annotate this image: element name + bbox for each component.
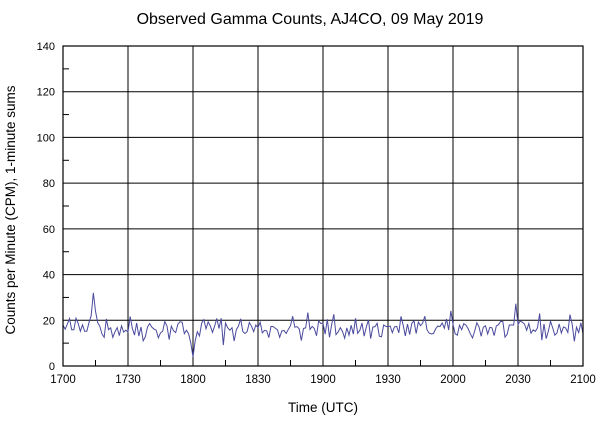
svg-text:2030: 2030 bbox=[505, 374, 531, 386]
svg-text:20: 20 bbox=[43, 315, 55, 327]
svg-text:120: 120 bbox=[37, 87, 55, 99]
svg-text:1900: 1900 bbox=[310, 374, 336, 386]
svg-text:Time (UTC): Time (UTC) bbox=[288, 400, 358, 415]
svg-text:40: 40 bbox=[43, 270, 55, 282]
svg-text:1700: 1700 bbox=[50, 374, 76, 386]
svg-text:1730: 1730 bbox=[115, 374, 141, 386]
svg-text:1800: 1800 bbox=[180, 374, 206, 386]
svg-text:Observed Gamma Counts, AJ4CO,: Observed Gamma Counts, AJ4CO, 09 May 201… bbox=[137, 11, 484, 28]
svg-text:0: 0 bbox=[49, 361, 55, 373]
svg-text:2000: 2000 bbox=[440, 374, 466, 386]
svg-text:1830: 1830 bbox=[245, 374, 271, 386]
svg-text:100: 100 bbox=[37, 132, 55, 144]
svg-text:140: 140 bbox=[37, 41, 55, 53]
svg-text:80: 80 bbox=[43, 178, 55, 190]
svg-text:2100: 2100 bbox=[570, 374, 596, 386]
svg-text:60: 60 bbox=[43, 224, 55, 236]
svg-text:1930: 1930 bbox=[375, 374, 401, 386]
svg-text:Counts per Minute (CPM), 1-min: Counts per Minute (CPM), 1-minute sums bbox=[3, 85, 18, 334]
